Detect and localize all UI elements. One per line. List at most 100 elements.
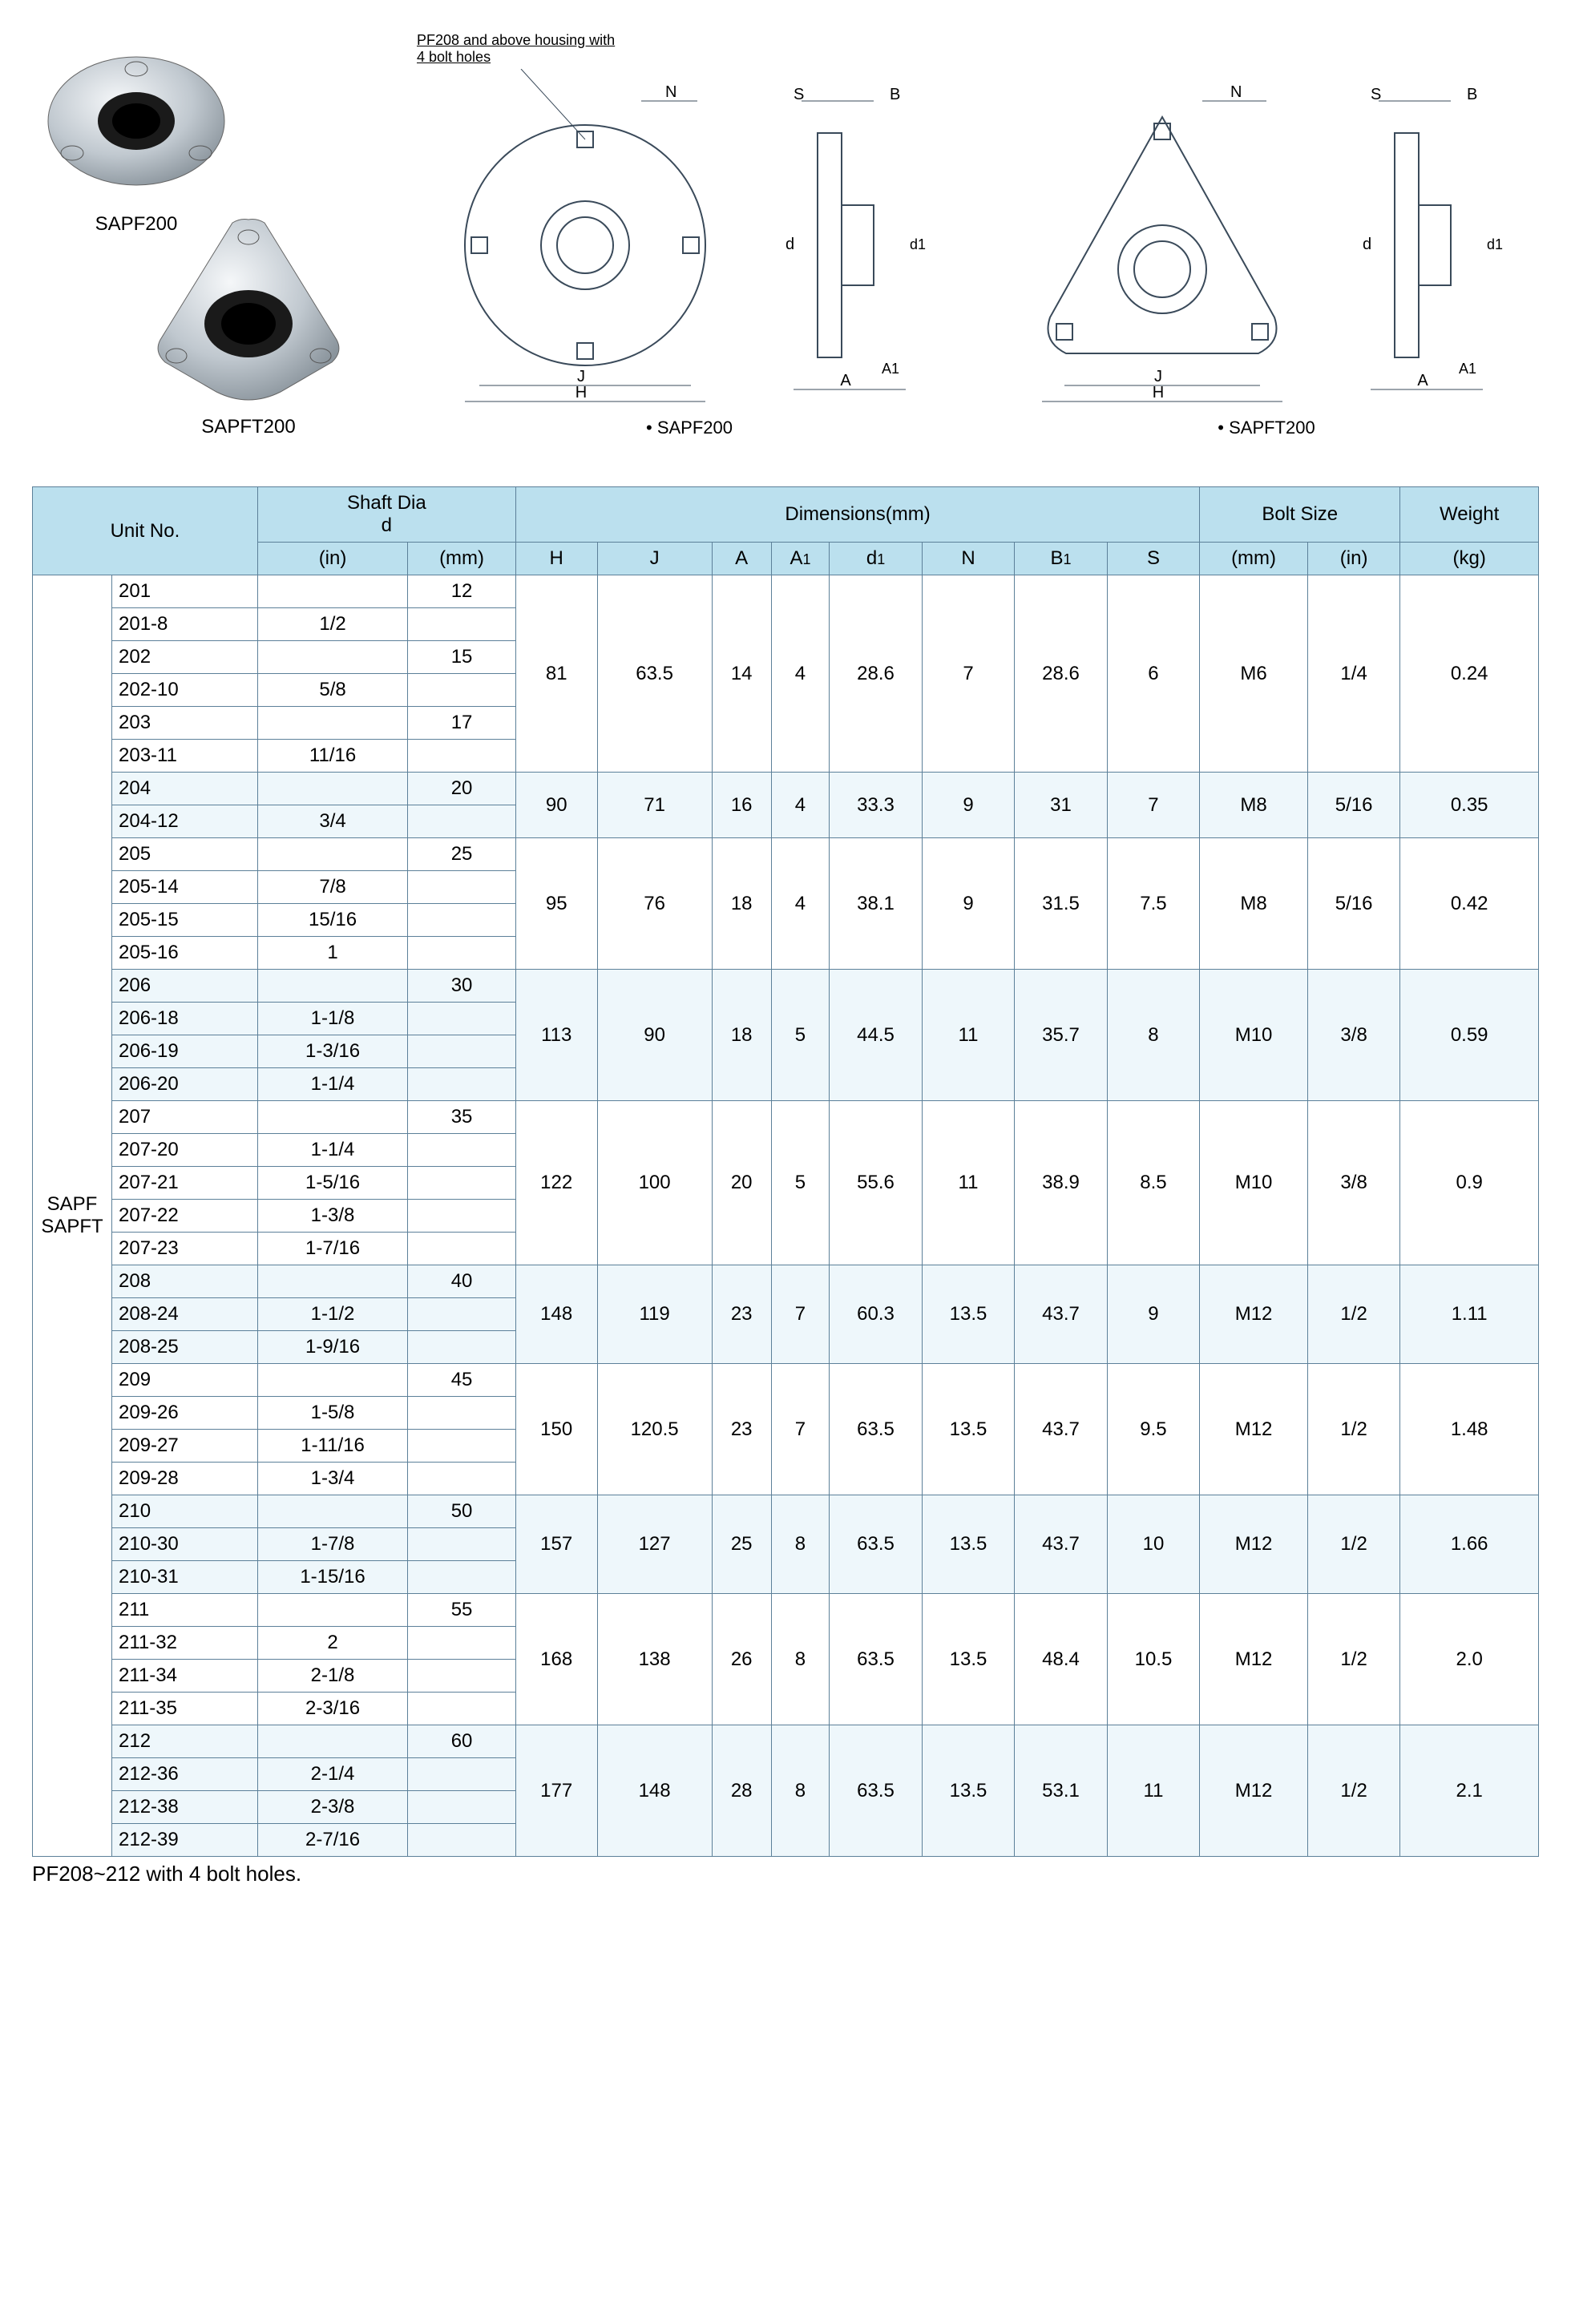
N-cell: 13.5 — [922, 1594, 1014, 1725]
shaft-in-cell — [257, 707, 407, 740]
S-cell: 10 — [1107, 1495, 1199, 1594]
hdr-B1: B1 — [1015, 543, 1107, 575]
shaft-in-cell — [257, 1364, 407, 1397]
S-cell: 11 — [1107, 1725, 1199, 1857]
shaft-mm-cell — [408, 608, 516, 641]
unit-no-cell: 208-24 — [112, 1298, 258, 1331]
shaft-in-cell: 5/8 — [257, 674, 407, 707]
B1-cell: 38.9 — [1015, 1101, 1107, 1265]
svg-text:H: H — [575, 384, 587, 401]
shaft-in-cell: 15/16 — [257, 904, 407, 937]
A1-cell: 7 — [771, 1364, 830, 1495]
shaft-in-cell: 2-3/8 — [257, 1791, 407, 1824]
N-cell: 13.5 — [922, 1364, 1014, 1495]
shaft-in-cell — [257, 1101, 407, 1134]
B1-cell: 31 — [1015, 773, 1107, 838]
shaft-in-cell: 1-9/16 — [257, 1331, 407, 1364]
A1-cell: 8 — [771, 1725, 830, 1857]
d1-cell: 63.5 — [830, 1594, 922, 1725]
spec-table: Unit No. Shaft Dia d Dimensions(mm) Bolt… — [32, 486, 1539, 1857]
shaft-in-cell: 2 — [257, 1627, 407, 1660]
bolt_mm-cell: M12 — [1200, 1265, 1308, 1364]
unit-no-cell: 211-34 — [112, 1660, 258, 1693]
N-cell: 11 — [922, 1101, 1014, 1265]
shaft-in-cell: 1-15/16 — [257, 1561, 407, 1594]
shaft-mm-cell — [408, 1068, 516, 1101]
weight-cell: 0.9 — [1400, 1101, 1539, 1265]
J-cell: 90 — [597, 970, 712, 1101]
unit-no-cell: 207-20 — [112, 1134, 258, 1167]
unit-no-cell: 209-26 — [112, 1397, 258, 1430]
A1-cell: 4 — [771, 838, 830, 970]
shaft-in-cell: 1/2 — [257, 608, 407, 641]
bolt_in-cell: 1/2 — [1307, 1725, 1399, 1857]
A-cell: 23 — [712, 1364, 771, 1495]
svg-text:A1: A1 — [882, 361, 899, 377]
svg-text:B: B — [1467, 86, 1477, 103]
B1-cell: 28.6 — [1015, 575, 1107, 773]
hdr-A1: A1 — [771, 543, 830, 575]
shaft-in-cell — [257, 575, 407, 608]
A1-cell: 4 — [771, 575, 830, 773]
hdr-kg: (kg) — [1400, 543, 1539, 575]
table-row: 2084014811923760.313.543.79M121/21.11 — [33, 1265, 1539, 1298]
hdr-bolt-size: Bolt Size — [1200, 487, 1400, 543]
B1-cell: 31.5 — [1015, 838, 1107, 970]
shaft-mm-cell — [408, 1758, 516, 1791]
bolt_mm-cell: M6 — [1200, 575, 1308, 773]
A1-cell: 5 — [771, 970, 830, 1101]
shaft-in-cell: 1-11/16 — [257, 1430, 407, 1463]
shaft-mm-cell: 55 — [408, 1594, 516, 1627]
shaft-in-cell: 1-1/4 — [257, 1068, 407, 1101]
hdr-mm: (mm) — [408, 543, 516, 575]
svg-text:H: H — [1153, 384, 1164, 401]
diagrams-row: SAPF200 SAPFT200 PF20 — [32, 32, 1539, 438]
unit-no-cell: 208-25 — [112, 1331, 258, 1364]
shaft-mm-cell — [408, 805, 516, 838]
shaft-in-cell: 1 — [257, 937, 407, 970]
svg-text:A: A — [1417, 372, 1428, 389]
H-cell: 81 — [515, 575, 597, 773]
d1-cell: 63.5 — [830, 1495, 922, 1594]
shaft-in-cell: 3/4 — [257, 805, 407, 838]
hdr-bolt-in: (in) — [1307, 543, 1399, 575]
A-cell: 20 — [712, 1101, 771, 1265]
sapft200-label: SAPFT200 — [136, 416, 361, 438]
d1-cell: 55.6 — [830, 1101, 922, 1265]
A-cell: 23 — [712, 1265, 771, 1364]
shaft-in-cell — [257, 1594, 407, 1627]
shaft-mm-cell: 15 — [408, 641, 516, 674]
shaft-mm-cell: 30 — [408, 970, 516, 1003]
shaft-mm-cell — [408, 1463, 516, 1495]
bolt_in-cell: 3/8 — [1307, 970, 1399, 1101]
d1-cell: 44.5 — [830, 970, 922, 1101]
svg-text:S: S — [1371, 86, 1381, 103]
svg-text:d1: d1 — [910, 236, 926, 252]
shaft-mm-cell — [408, 937, 516, 970]
weight-cell: 1.11 — [1400, 1265, 1539, 1364]
d1-cell: 60.3 — [830, 1265, 922, 1364]
unit-no-cell: 210-30 — [112, 1528, 258, 1561]
sapft200-drawing-label: • SAPFT200 — [994, 418, 1539, 438]
unit-no-cell: 206-19 — [112, 1035, 258, 1068]
S-cell: 8 — [1107, 970, 1199, 1101]
shaft-in-cell: 1-3/16 — [257, 1035, 407, 1068]
shaft-in-cell — [257, 1495, 407, 1528]
shaft-in-cell: 2-3/16 — [257, 1693, 407, 1725]
shaft-mm-cell — [408, 1430, 516, 1463]
shaft-mm-cell — [408, 1167, 516, 1200]
table-row: 20525957618438.1931.57.5M85/160.42 — [33, 838, 1539, 871]
J-cell: 63.5 — [597, 575, 712, 773]
shaft-in-cell: 7/8 — [257, 871, 407, 904]
unit-no-cell: 203-11 — [112, 740, 258, 773]
H-cell: 177 — [515, 1725, 597, 1857]
unit-no-cell: 207-23 — [112, 1233, 258, 1265]
tech-drawing-sapf200: PF208 and above housing with 4 bolt hole… — [417, 32, 962, 438]
unit-no-cell: 212-36 — [112, 1758, 258, 1791]
unit-no-cell: 211-35 — [112, 1693, 258, 1725]
bolt_in-cell: 1/2 — [1307, 1265, 1399, 1364]
svg-text:B: B — [890, 86, 900, 103]
shaft-mm-cell — [408, 1824, 516, 1857]
d1-cell: 63.5 — [830, 1725, 922, 1857]
N-cell: 9 — [922, 773, 1014, 838]
